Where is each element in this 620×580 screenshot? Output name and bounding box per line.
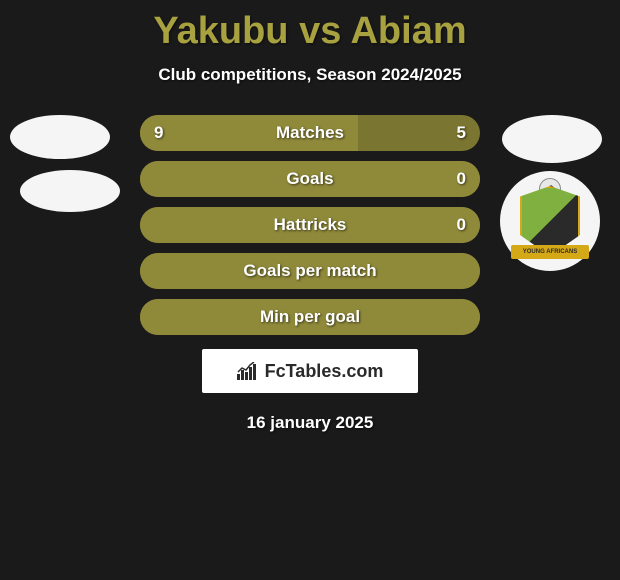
subtitle: Club competitions, Season 2024/2025 <box>0 65 620 85</box>
bar-value-left: 9 <box>154 115 163 151</box>
player1-crest-placeholder-2 <box>20 170 120 212</box>
badge-banner: YOUNG AFRICANS <box>511 245 589 259</box>
bar-label: Min per goal <box>140 299 480 335</box>
player2-club-badge: YOUNG AFRICANS <box>500 171 600 271</box>
brand-text: FcTables.com <box>265 361 384 382</box>
bar-value-right: 0 <box>457 207 466 243</box>
player1-crest-placeholder-1 <box>10 115 110 159</box>
bar-label: Hattricks <box>140 207 480 243</box>
player2-crest-placeholder <box>502 115 602 163</box>
chart-icon <box>237 362 259 380</box>
stat-bar-row: Goals0 <box>140 161 480 197</box>
stats-bars: Matches95Goals0Hattricks0Goals per match… <box>140 115 480 335</box>
badge-inner: YOUNG AFRICANS <box>515 181 585 261</box>
bar-value-right: 5 <box>457 115 466 151</box>
stat-bar-row: Min per goal <box>140 299 480 335</box>
bar-label: Goals per match <box>140 253 480 289</box>
stat-bar-row: Hattricks0 <box>140 207 480 243</box>
brand-footer[interactable]: FcTables.com <box>202 349 418 393</box>
main-container: Yakubu vs Abiam Club competitions, Seaso… <box>0 0 620 433</box>
bar-label: Goals <box>140 161 480 197</box>
date-text: 16 january 2025 <box>0 413 620 433</box>
stat-bar-row: Matches9 5 <box>140 115 480 151</box>
page-title: Yakubu vs Abiam <box>0 10 620 53</box>
stat-bar-row: Goals per match <box>140 253 480 289</box>
bar-label: Matches <box>140 115 480 151</box>
bar-value-right: 0 <box>457 161 466 197</box>
